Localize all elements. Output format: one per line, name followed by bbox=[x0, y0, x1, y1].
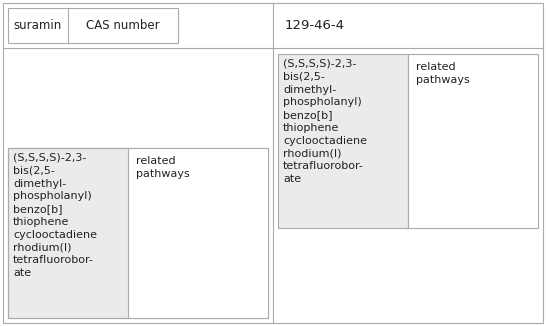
Bar bbox=[8, 8, 178, 43]
Text: CAS number: CAS number bbox=[86, 19, 160, 32]
Bar bbox=[8, 148, 268, 318]
Text: 129-46-4: 129-46-4 bbox=[285, 19, 345, 32]
Bar bbox=[278, 54, 408, 228]
Text: related
pathways: related pathways bbox=[416, 62, 470, 85]
Text: related
pathways: related pathways bbox=[136, 156, 190, 179]
Text: suramin: suramin bbox=[14, 19, 62, 32]
Text: (S,S,S,S)-2,3-
bis(2,5-
dimethyl-
phospholanyl)
benzo[b]
thiophene
cyclooctadien: (S,S,S,S)-2,3- bis(2,5- dimethyl- phosph… bbox=[283, 59, 367, 184]
Text: (S,S,S,S)-2,3-
bis(2,5-
dimethyl-
phospholanyl)
benzo[b]
thiophene
cyclooctadien: (S,S,S,S)-2,3- bis(2,5- dimethyl- phosph… bbox=[13, 153, 97, 278]
Bar bbox=[408, 54, 538, 228]
Bar bbox=[8, 148, 268, 318]
Bar bbox=[128, 148, 268, 318]
